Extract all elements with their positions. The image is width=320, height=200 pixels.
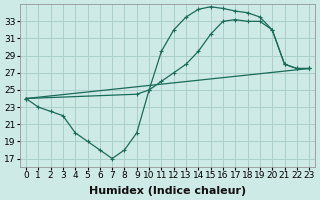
X-axis label: Humidex (Indice chaleur): Humidex (Indice chaleur) xyxy=(89,186,246,196)
